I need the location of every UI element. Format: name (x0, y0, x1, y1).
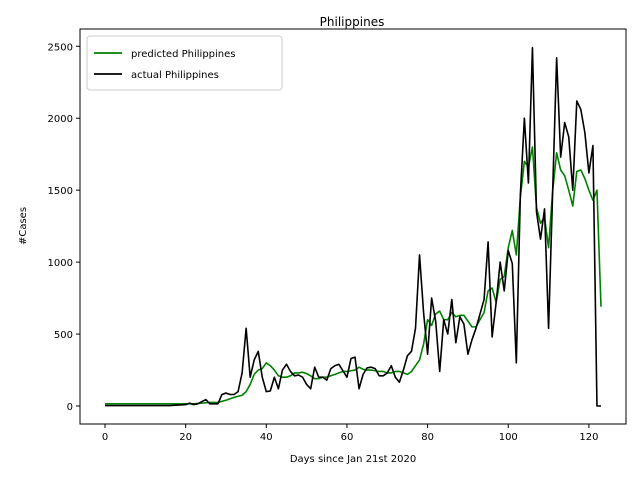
legend-label-actual: actual Philippines (131, 70, 219, 81)
legend: predicted Philippines actual Philippines (86, 35, 283, 91)
plot-lines (105, 46, 602, 407)
chart-title: Philippines (320, 15, 385, 29)
y-tick-label: 2000 (48, 114, 73, 125)
x-tick-label: 40 (260, 432, 273, 443)
y-axis-ticks: 0 500 1000 1500 2000 2500 (48, 42, 80, 413)
x-axis-ticks: 0 20 40 60 80 100 120 (102, 424, 598, 443)
legend-box (86, 35, 283, 91)
x-tick-label: 120 (579, 432, 598, 443)
x-tick-label: 100 (499, 432, 518, 443)
y-tick-label: 2500 (48, 42, 73, 53)
series-line-actual (105, 46, 601, 407)
x-tick-label: 80 (421, 432, 434, 443)
x-tick-label: 0 (102, 432, 108, 443)
y-axis-label: #Cases (18, 207, 29, 245)
y-tick-label: 0 (67, 402, 73, 413)
legend-label-predicted: predicted Philippines (131, 49, 236, 60)
y-tick-label: 500 (54, 330, 73, 341)
y-tick-label: 1500 (48, 186, 73, 197)
y-tick-label: 1000 (48, 258, 73, 269)
x-axis-label: Days since Jan 21st 2020 (290, 454, 416, 465)
x-tick-label: 60 (341, 432, 354, 443)
x-tick-label: 20 (179, 432, 192, 443)
axes-frame (79, 28, 627, 425)
